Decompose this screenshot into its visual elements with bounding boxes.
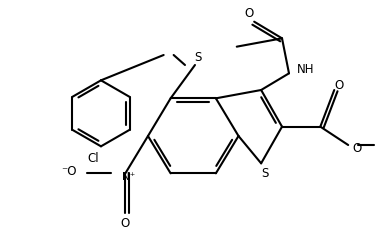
Text: O: O bbox=[352, 142, 362, 156]
Text: Cl: Cl bbox=[87, 152, 99, 165]
Text: S: S bbox=[194, 51, 202, 63]
Text: ⁻O: ⁻O bbox=[61, 165, 76, 178]
Text: O: O bbox=[335, 78, 344, 91]
Text: NH: NH bbox=[297, 63, 314, 76]
Text: O: O bbox=[245, 7, 254, 20]
Text: O: O bbox=[121, 217, 130, 230]
Text: S: S bbox=[262, 167, 269, 180]
Text: N⁺: N⁺ bbox=[122, 172, 135, 182]
